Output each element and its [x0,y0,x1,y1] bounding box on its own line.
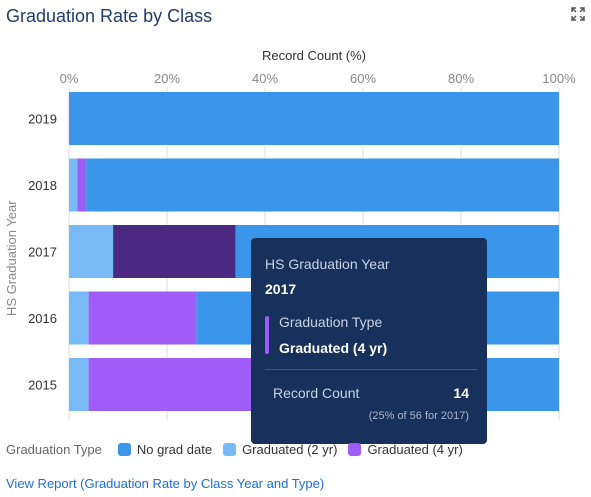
bar-segment [86,158,560,212]
legend-swatch [223,443,237,456]
y-tick-label: 2017 [28,245,57,260]
bar-segment [69,291,89,345]
legend-item-graduated-4yr[interactable]: Graduated (4 yr) [348,442,463,457]
legend-title: Graduation Type [6,442,102,457]
bar-segment [69,158,78,212]
tooltip-type-value: Graduated (4 yr) [279,340,388,356]
bar-segment [113,225,236,278]
tooltip-year-label: HS Graduation Year [265,256,390,272]
x-tick-label: 20% [154,71,180,86]
x-tick-label: 80% [448,71,474,86]
chart-legend: Graduation Type No grad date Graduated (… [6,442,474,457]
tooltip-type-label: Graduation Type [279,314,383,330]
bar-segment [77,158,87,212]
y-tick-label: 2019 [28,112,57,127]
bar-segment [69,225,114,278]
tooltip-note: (25% of 56 for 2017) [368,410,469,422]
x-axis-title: Record Count (%) [262,48,366,63]
view-report-link[interactable]: View Report (Graduation Rate by Class Ye… [6,476,325,491]
x-tick-label: 40% [252,71,278,86]
bar-segment [69,358,89,411]
tooltip-divider [265,369,477,370]
bar-segment [69,92,559,145]
y-axis-title: HS Graduation Year [4,200,19,316]
tooltip-count-value: 14 [453,385,469,401]
chart-title: Graduation Rate by Class [6,6,213,26]
tooltip-series-swatch [265,316,269,354]
legend-label: Graduated (2 yr) [242,442,338,457]
x-tick-label: 0% [60,71,79,86]
legend-item-graduated-2yr[interactable]: Graduated (2 yr) [223,442,337,457]
bar-segment [88,291,197,345]
x-tick-label: 60% [350,71,376,86]
y-tick-label: 2015 [28,378,57,393]
tooltip-year-value: 2017 [265,281,297,297]
legend-swatch [348,443,362,456]
tooltip-series: Graduation Type Graduated (4 yr) [265,314,471,356]
legend-swatch [117,443,131,456]
tooltip-count-label: Record Count [273,385,360,401]
legend-label: Graduated (4 yr) [367,442,463,457]
bar-segment [88,358,256,411]
legend-label: No grad date [136,442,213,457]
legend-item-no-grad-date[interactable]: No grad date [117,442,213,457]
tooltip-count-row: Record Count 14 [265,385,471,401]
y-tick-label: 2018 [28,178,57,193]
y-tick-label: 2016 [28,311,57,326]
expand-icon[interactable] [570,6,586,22]
chart-tooltip: HS Graduation Year 2017 Graduation Type … [251,238,487,444]
x-tick-label: 100% [542,71,576,86]
